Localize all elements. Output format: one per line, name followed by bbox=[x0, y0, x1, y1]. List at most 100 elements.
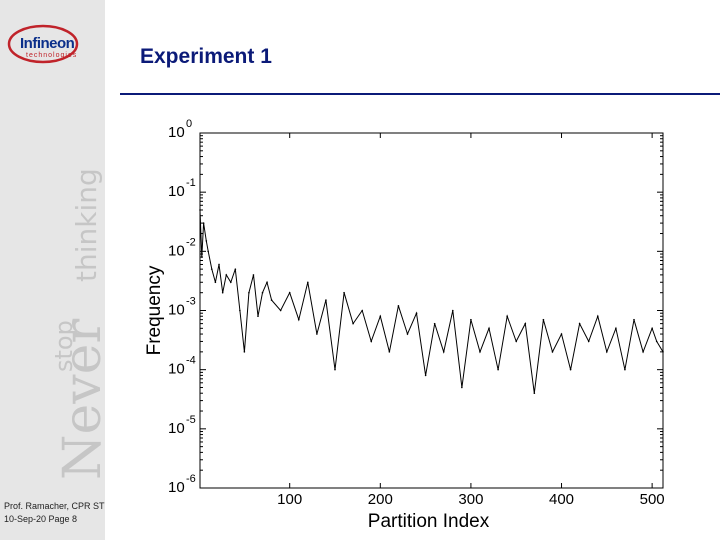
slide-footer: Prof. Ramacher, CPR ST 10-Sep-20 Page 8 bbox=[4, 500, 105, 526]
tagline-watermark: Never stop thinking bbox=[50, 168, 105, 480]
data-point bbox=[433, 322, 436, 325]
data-point bbox=[497, 368, 499, 371]
data-point bbox=[288, 291, 291, 294]
data-point bbox=[361, 309, 363, 312]
sidebar-band bbox=[0, 0, 105, 540]
data-point bbox=[239, 309, 241, 312]
data-point bbox=[415, 312, 418, 315]
data-point bbox=[470, 318, 472, 321]
data-point bbox=[343, 291, 345, 294]
y-tick-exponent: -2 bbox=[186, 236, 196, 248]
data-point bbox=[451, 309, 454, 312]
data-point bbox=[633, 318, 635, 321]
data-point bbox=[379, 315, 382, 318]
data-point bbox=[352, 322, 354, 325]
tagline-stop: stop bbox=[50, 320, 78, 372]
y-tick-label: 10 bbox=[168, 361, 185, 378]
y-tick-exponent: -4 bbox=[186, 355, 196, 367]
data-point bbox=[257, 315, 259, 318]
x-tick-label: 200 bbox=[368, 491, 393, 508]
data-point bbox=[252, 274, 255, 276]
data-point bbox=[578, 322, 581, 325]
y-tick-label: 10 bbox=[168, 479, 185, 496]
series-line bbox=[199, 209, 664, 394]
data-point bbox=[266, 281, 268, 284]
data-point bbox=[334, 368, 336, 371]
data-point bbox=[662, 351, 664, 353]
data-point bbox=[202, 222, 205, 224]
data-point bbox=[370, 340, 373, 343]
footer-date-page: 10-Sep-20 Page 8 bbox=[4, 514, 78, 524]
data-point bbox=[424, 374, 427, 377]
data-point bbox=[218, 263, 220, 266]
y-tick-exponent: 0 bbox=[186, 118, 192, 130]
data-point bbox=[210, 268, 213, 270]
logo-sub: technologies bbox=[26, 52, 78, 59]
data-point bbox=[297, 318, 300, 321]
infineon-logo: Infineon technologies bbox=[6, 20, 80, 68]
data-point bbox=[442, 351, 445, 353]
logo-swoosh-icon bbox=[7, 24, 79, 64]
y-tick-exponent: -1 bbox=[186, 177, 196, 189]
data-point bbox=[205, 240, 208, 242]
data-point bbox=[261, 291, 264, 294]
footer-author: Prof. Ramacher, CPR ST bbox=[4, 501, 105, 511]
y-axis-label: Frequency bbox=[144, 265, 165, 355]
y-tick-label: 10 bbox=[168, 183, 185, 200]
data-point bbox=[615, 327, 617, 330]
data-point bbox=[479, 351, 481, 353]
data-point bbox=[651, 327, 653, 330]
data-point bbox=[221, 291, 224, 294]
y-tick-label: 10 bbox=[168, 124, 185, 141]
data-point bbox=[307, 281, 309, 284]
data-point bbox=[606, 351, 608, 353]
data-point bbox=[488, 327, 490, 330]
data-point bbox=[461, 386, 463, 389]
data-point bbox=[230, 281, 232, 284]
y-tick-exponent: -5 bbox=[186, 414, 196, 426]
x-tick-label: 500 bbox=[640, 491, 665, 508]
data-point bbox=[551, 351, 554, 353]
data-point bbox=[406, 333, 409, 335]
data-point bbox=[234, 268, 237, 270]
data-point bbox=[515, 340, 518, 343]
y-tick-exponent: -3 bbox=[186, 296, 196, 308]
plot-frame bbox=[199, 132, 664, 489]
x-tick-label: 100 bbox=[277, 491, 302, 508]
data-point bbox=[560, 333, 563, 335]
data-point bbox=[201, 256, 203, 258]
data-point bbox=[316, 333, 318, 335]
tagline-never: Never bbox=[53, 319, 105, 480]
slide-title: Experiment 1 bbox=[140, 45, 272, 68]
data-point bbox=[214, 281, 217, 284]
data-point bbox=[325, 299, 327, 301]
y-tick-label: 10 bbox=[168, 302, 185, 319]
data-point bbox=[533, 392, 536, 395]
data-point bbox=[243, 351, 246, 353]
data-point bbox=[397, 305, 400, 307]
data-point bbox=[569, 368, 572, 371]
data-point bbox=[524, 322, 527, 325]
tagline-thinking: thinking bbox=[70, 168, 103, 282]
data-point bbox=[642, 351, 644, 353]
data-point bbox=[596, 315, 599, 318]
x-axis-label: Partition Index bbox=[368, 511, 490, 532]
data-point bbox=[624, 368, 626, 371]
data-point bbox=[542, 318, 545, 321]
y-tick-label: 10 bbox=[168, 242, 185, 259]
logo-name: Infineon bbox=[20, 35, 75, 52]
data-point bbox=[270, 299, 273, 301]
data-point bbox=[587, 340, 590, 343]
data-point bbox=[248, 291, 250, 294]
title-rule bbox=[120, 93, 720, 95]
data-point bbox=[279, 309, 282, 312]
data-point bbox=[655, 340, 658, 343]
data-point bbox=[388, 351, 391, 353]
data-point bbox=[207, 250, 209, 253]
data-point bbox=[225, 274, 228, 276]
data-point bbox=[506, 315, 508, 318]
data-point bbox=[199, 209, 201, 211]
x-tick-label: 300 bbox=[458, 491, 483, 508]
y-tick-label: 10 bbox=[168, 420, 185, 437]
